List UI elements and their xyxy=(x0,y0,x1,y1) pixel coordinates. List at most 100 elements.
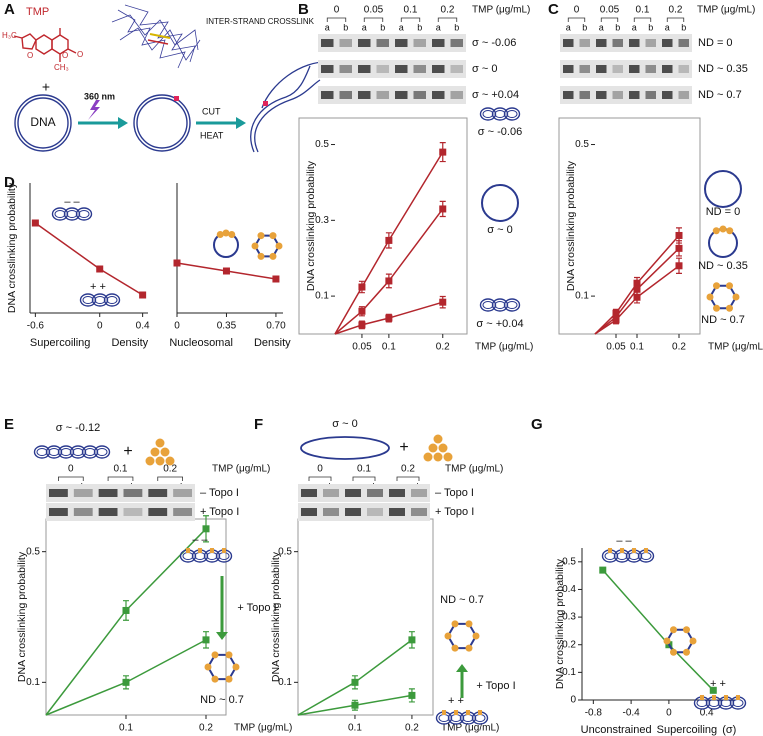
nucleosome xyxy=(478,710,482,715)
nucleosome xyxy=(228,230,236,238)
gel-lane-label: b xyxy=(582,22,587,32)
gel-concentration: 0 xyxy=(574,5,580,16)
supercoil-loop xyxy=(616,552,628,560)
y-tick-label: 0.1 xyxy=(315,291,329,302)
data-point xyxy=(96,265,104,273)
annotation: ND ~ 0.7 xyxy=(440,594,484,606)
supercoil-loop xyxy=(106,296,118,304)
gel-band xyxy=(563,39,574,47)
gel-band xyxy=(432,65,445,73)
gel-band xyxy=(123,508,143,516)
x-tick-label: 0.70 xyxy=(266,321,286,332)
gel-band xyxy=(321,91,334,99)
gel-band xyxy=(358,39,371,47)
gel-background xyxy=(298,503,430,521)
atom-label: O xyxy=(62,51,68,60)
y-tick-label: 0.5 xyxy=(575,139,589,150)
legend-label: ND = 0 xyxy=(706,206,741,218)
nucleosome xyxy=(472,632,480,640)
gel-band xyxy=(376,65,389,73)
chromatin-hexagon xyxy=(253,234,281,258)
crosslink-structure xyxy=(111,4,201,69)
series-line xyxy=(615,247,680,318)
gel-band xyxy=(563,65,574,73)
gel-concentration: 0 xyxy=(317,464,323,475)
gel-unit: TMP (μg/mL) xyxy=(212,464,270,475)
gel-band xyxy=(73,508,93,516)
gel-band xyxy=(395,39,408,47)
gel-lane-label: b xyxy=(615,22,620,32)
supercoil-loop xyxy=(82,296,94,304)
fit-line-origin xyxy=(334,286,363,335)
structure-label: INTER-STRAND CROSSLINK xyxy=(206,17,315,26)
gel-bracket xyxy=(363,17,384,22)
supercoil-loop xyxy=(96,448,108,456)
gel-lane-label: b xyxy=(343,22,348,32)
molecule-name: TMP xyxy=(26,6,49,18)
gel-band xyxy=(612,39,623,47)
gel-band xyxy=(662,91,673,99)
nucleosome xyxy=(465,620,473,628)
plus-sign: + xyxy=(123,443,132,460)
gel-background xyxy=(46,484,195,502)
y-tick-label: 0.3 xyxy=(315,215,329,226)
gel-band xyxy=(49,489,68,497)
nucleosome xyxy=(466,710,470,715)
data-point xyxy=(351,701,359,709)
y-axis-label: DNA crosslinking probability xyxy=(270,551,282,682)
histone xyxy=(438,443,448,453)
gel-background xyxy=(560,34,692,52)
data-point xyxy=(709,686,717,694)
y-axis-label: DNA crosslinking probability xyxy=(6,182,18,313)
x-tick-label: 0.05 xyxy=(606,342,626,353)
gel-band xyxy=(678,65,689,73)
supercoil-loop xyxy=(206,552,218,560)
histone xyxy=(443,452,453,462)
y-axis-label: DNA crosslinking probability xyxy=(305,160,317,291)
supercoil-loop xyxy=(66,210,78,218)
data-point xyxy=(358,283,366,291)
atom-label: H₃C xyxy=(2,31,17,40)
y-tick-label: 0.5 xyxy=(278,546,292,557)
supercoil-loop xyxy=(75,207,93,221)
data-point xyxy=(173,259,181,267)
supercoil-loop xyxy=(474,714,486,722)
x-axis-label: Unconstrained Supercoiling (σ) xyxy=(581,724,737,736)
nucleosome xyxy=(700,695,704,700)
supercoil-loop xyxy=(482,110,494,118)
gel-band xyxy=(148,508,168,516)
plus-sign: + xyxy=(42,79,50,95)
gel-lane-label: a xyxy=(325,22,330,32)
gel-bracket xyxy=(107,476,134,481)
x-tick-label: 0 xyxy=(97,321,103,332)
data-point xyxy=(408,636,416,644)
supercoil-loop xyxy=(732,699,744,707)
fit-line-origin xyxy=(334,324,363,335)
series-line xyxy=(361,301,443,326)
gel-unit: TMP (μg/mL) xyxy=(445,464,503,475)
gel-band xyxy=(563,91,574,99)
gel-band xyxy=(411,508,427,516)
fit-line-origin xyxy=(45,610,127,716)
gel-band xyxy=(450,91,463,99)
data-point xyxy=(675,244,683,252)
x-axis-label: TMP (μg/mL) xyxy=(234,723,292,734)
gel-row-label: ND ~ 0.35 xyxy=(698,63,748,75)
gel-bracket xyxy=(567,17,586,22)
gel-concentration: 0.1 xyxy=(114,464,128,475)
x-tick-label: 0.2 xyxy=(436,342,450,353)
gel-band xyxy=(612,91,623,99)
annotation: – – xyxy=(616,535,632,547)
y-tick-label: 0.1 xyxy=(575,291,589,302)
data-point xyxy=(122,606,130,614)
series-line xyxy=(602,569,714,691)
nucleosome xyxy=(275,242,283,250)
nucleosome xyxy=(732,293,740,301)
crosslink-mark xyxy=(263,101,268,106)
series-line xyxy=(354,694,413,706)
x-tick-label: 0.1 xyxy=(382,342,396,353)
chromatin-hexagon xyxy=(206,653,238,681)
dna-label: DNA xyxy=(30,115,55,129)
data-point xyxy=(439,298,447,306)
